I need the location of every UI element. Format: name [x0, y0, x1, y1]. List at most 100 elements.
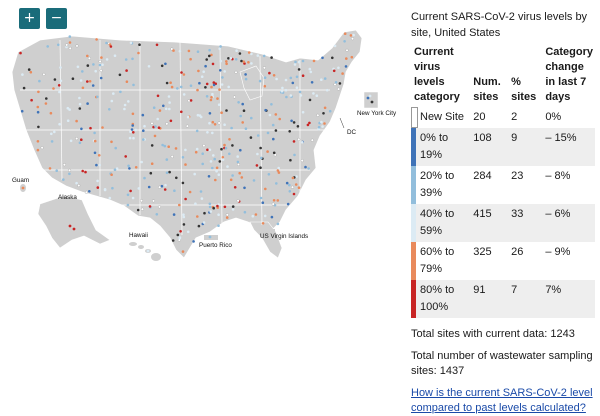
site-marker[interactable]: [292, 192, 296, 196]
site-marker[interactable]: [244, 73, 247, 76]
site-marker[interactable]: [196, 113, 200, 117]
site-marker[interactable]: [38, 79, 41, 83]
site-marker[interactable]: [186, 115, 190, 119]
site-marker[interactable]: [136, 208, 140, 212]
site-marker[interactable]: [114, 146, 117, 150]
site-marker[interactable]: [48, 167, 52, 170]
site-marker[interactable]: [126, 203, 130, 207]
site-marker[interactable]: [295, 175, 298, 178]
site-marker[interactable]: [182, 215, 186, 219]
site-marker[interactable]: [192, 240, 195, 243]
site-marker[interactable]: [193, 172, 196, 176]
site-marker[interactable]: [202, 70, 205, 73]
site-marker[interactable]: [297, 137, 301, 141]
site-marker[interactable]: [242, 60, 246, 63]
site-marker[interactable]: [276, 222, 280, 226]
site-marker[interactable]: [86, 64, 90, 67]
site-marker[interactable]: [127, 100, 130, 103]
site-marker[interactable]: [331, 56, 334, 60]
site-marker[interactable]: [308, 98, 312, 102]
site-marker[interactable]: [80, 127, 83, 131]
site-marker[interactable]: [310, 138, 314, 142]
site-marker[interactable]: [160, 184, 164, 188]
site-marker[interactable]: [187, 49, 191, 53]
site-marker[interactable]: [168, 170, 171, 174]
site-marker[interactable]: [142, 129, 145, 132]
site-marker[interactable]: [46, 45, 49, 48]
site-marker[interactable]: [189, 84, 193, 87]
site-marker[interactable]: [165, 122, 169, 126]
site-marker[interactable]: [195, 147, 199, 151]
site-marker[interactable]: [338, 82, 342, 85]
site-marker[interactable]: [182, 73, 186, 76]
site-marker[interactable]: [250, 62, 253, 65]
site-marker[interactable]: [36, 110, 40, 114]
site-marker[interactable]: [75, 137, 79, 141]
site-marker[interactable]: [173, 189, 176, 192]
site-marker[interactable]: [169, 119, 173, 123]
site-marker[interactable]: [211, 166, 214, 170]
site-marker[interactable]: [113, 54, 117, 57]
site-marker[interactable]: [207, 175, 211, 178]
site-marker[interactable]: [271, 123, 275, 127]
site-marker[interactable]: [202, 221, 206, 224]
site-marker[interactable]: [158, 185, 162, 189]
site-marker[interactable]: [300, 141, 304, 144]
site-marker[interactable]: [157, 126, 161, 129]
site-marker[interactable]: [59, 66, 62, 69]
site-marker[interactable]: [210, 96, 213, 99]
site-marker[interactable]: [223, 70, 226, 73]
site-marker[interactable]: [164, 107, 168, 111]
site-marker[interactable]: [108, 196, 112, 200]
site-marker[interactable]: [240, 176, 244, 179]
site-marker[interactable]: [208, 48, 211, 52]
site-marker[interactable]: [225, 213, 229, 217]
site-marker[interactable]: [98, 59, 102, 63]
site-marker[interactable]: [182, 223, 186, 226]
site-marker[interactable]: [210, 53, 213, 57]
site-marker[interactable]: [250, 116, 253, 120]
site-marker[interactable]: [62, 163, 66, 167]
site-marker[interactable]: [304, 165, 307, 169]
site-marker[interactable]: [289, 76, 293, 80]
site-marker[interactable]: [250, 52, 253, 56]
site-marker[interactable]: [252, 179, 256, 182]
site-marker[interactable]: [153, 134, 157, 138]
site-marker[interactable]: [112, 92, 115, 95]
site-marker[interactable]: [233, 186, 237, 189]
site-marker[interactable]: [212, 83, 216, 87]
site-marker[interactable]: [99, 76, 103, 80]
site-marker[interactable]: [220, 83, 224, 86]
site-marker[interactable]: [180, 71, 183, 74]
site-marker[interactable]: [288, 183, 291, 187]
site-marker[interactable]: [301, 74, 305, 77]
site-marker[interactable]: [259, 196, 263, 200]
site-marker[interactable]: [55, 169, 58, 172]
site-marker[interactable]: [181, 181, 185, 185]
site-marker[interactable]: [238, 171, 241, 175]
site-marker[interactable]: [123, 103, 127, 107]
site-marker[interactable]: [30, 98, 33, 102]
site-marker[interactable]: [152, 199, 155, 203]
site-marker[interactable]: [216, 204, 219, 208]
site-marker[interactable]: [221, 158, 225, 161]
site-marker[interactable]: [291, 81, 295, 85]
site-marker[interactable]: [197, 224, 201, 228]
site-marker[interactable]: [158, 109, 162, 112]
site-marker[interactable]: [170, 85, 174, 89]
site-marker[interactable]: [111, 186, 114, 190]
site-marker[interactable]: [293, 63, 297, 66]
site-marker[interactable]: [165, 81, 169, 85]
site-marker[interactable]: [237, 163, 240, 166]
site-marker[interactable]: [185, 124, 189, 128]
site-marker[interactable]: [178, 236, 182, 240]
site-marker[interactable]: [101, 63, 104, 66]
site-marker[interactable]: [174, 147, 178, 150]
site-marker[interactable]: [211, 62, 215, 66]
site-marker[interactable]: [203, 211, 206, 215]
site-marker[interactable]: [208, 235, 212, 239]
site-marker[interactable]: [317, 125, 321, 129]
site-marker[interactable]: [214, 178, 217, 182]
site-marker[interactable]: [196, 50, 200, 53]
site-marker[interactable]: [277, 171, 281, 174]
